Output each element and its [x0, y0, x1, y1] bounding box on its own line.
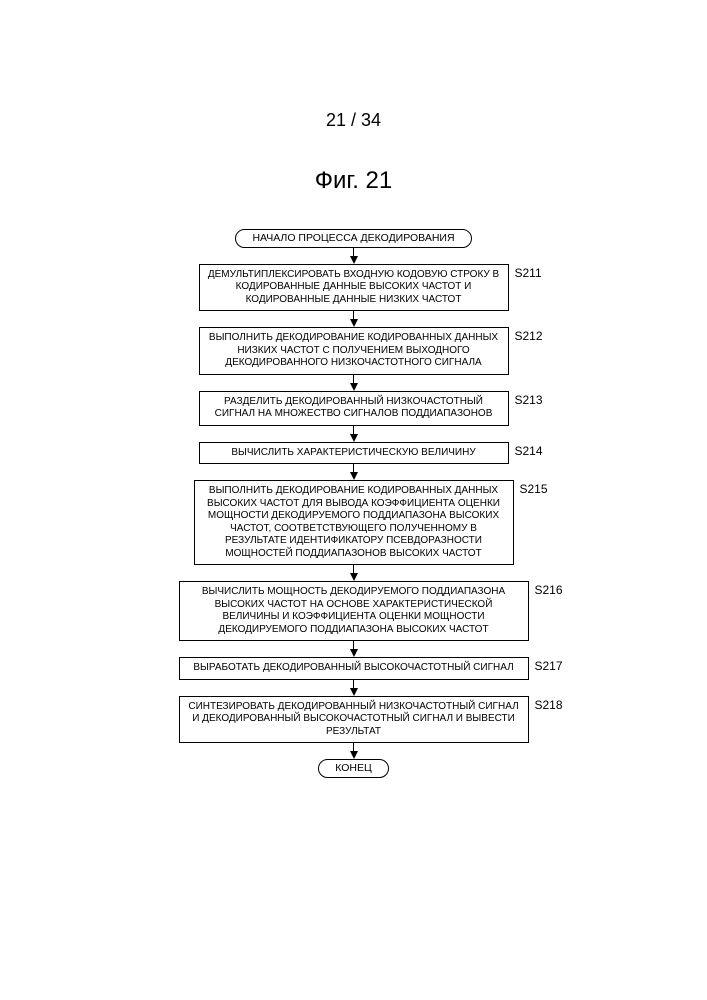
step-row: ДЕМУЛЬТИПЛЕКСИРОВАТЬ ВХОДНУЮ КОДОВУЮ СТР… [199, 264, 509, 312]
step-box-s213: РАЗДЕЛИТЬ ДЕКОДИРОВАННЫЙ НИЗКОЧАСТОТНЫЙ … [199, 391, 509, 426]
step-label-s212: S212 [515, 329, 543, 343]
step-row: ВЫЧИСЛИТЬ ХАРАКТЕРИСТИЧЕСКУЮ ВЕЛИЧИНУ S2… [199, 442, 509, 465]
step-label-s216: S216 [535, 583, 563, 597]
page-number: 21 / 34 [0, 110, 707, 131]
step-label-s211: S211 [515, 266, 542, 280]
step-row: ВЫПОЛНИТЬ ДЕКОДИРОВАНИЕ КОДИРОВАННЫХ ДАН… [199, 327, 509, 375]
start-terminator: НАЧАЛО ПРОЦЕССА ДЕКОДИРОВАНИЯ [235, 229, 471, 248]
flowchart: НАЧАЛО ПРОЦЕССА ДЕКОДИРОВАНИЯ ДЕМУЛЬТИПЛ… [0, 229, 707, 778]
step-label-s218: S218 [535, 698, 563, 712]
step-row: ВЫРАБОТАТЬ ДЕКОДИРОВАННЫЙ ВЫСОКОЧАСТОТНЫ… [179, 657, 529, 680]
step-box-s216: ВЫЧИСЛИТЬ МОЩНОСТЬ ДЕКОДИРУЕМОГО ПОДДИАП… [179, 581, 529, 641]
step-label-s215: S215 [520, 482, 548, 496]
step-row: ВЫПОЛНИТЬ ДЕКОДИРОВАНИЕ КОДИРОВАННЫХ ДАН… [194, 480, 514, 565]
step-label-s213: S213 [515, 393, 543, 407]
step-box-s212: ВЫПОЛНИТЬ ДЕКОДИРОВАНИЕ КОДИРОВАННЫХ ДАН… [199, 327, 509, 375]
page: 21 / 34 Фиг. 21 НАЧАЛО ПРОЦЕССА ДЕКОДИРО… [0, 0, 707, 1000]
step-row: РАЗДЕЛИТЬ ДЕКОДИРОВАННЫЙ НИЗКОЧАСТОТНЫЙ … [199, 391, 509, 426]
step-box-s211: ДЕМУЛЬТИПЛЕКСИРОВАТЬ ВХОДНУЮ КОДОВУЮ СТР… [199, 264, 509, 312]
figure-title: Фиг. 21 [0, 167, 707, 195]
step-box-s218: СИНТЕЗИРОВАТЬ ДЕКОДИРОВАННЫЙ НИЗКОЧАСТОТ… [179, 696, 529, 744]
end-terminator: КОНЕЦ [318, 759, 389, 778]
step-box-s217: ВЫРАБОТАТЬ ДЕКОДИРОВАННЫЙ ВЫСОКОЧАСТОТНЫ… [179, 657, 529, 680]
step-row: ВЫЧИСЛИТЬ МОЩНОСТЬ ДЕКОДИРУЕМОГО ПОДДИАП… [179, 581, 529, 641]
step-box-s215: ВЫПОЛНИТЬ ДЕКОДИРОВАНИЕ КОДИРОВАННЫХ ДАН… [194, 480, 514, 565]
step-box-s214: ВЫЧИСЛИТЬ ХАРАКТЕРИСТИЧЕСКУЮ ВЕЛИЧИНУ [199, 442, 509, 465]
step-row: СИНТЕЗИРОВАТЬ ДЕКОДИРОВАННЫЙ НИЗКОЧАСТОТ… [179, 696, 529, 744]
step-label-s214: S214 [515, 444, 543, 458]
step-label-s217: S217 [535, 659, 563, 673]
